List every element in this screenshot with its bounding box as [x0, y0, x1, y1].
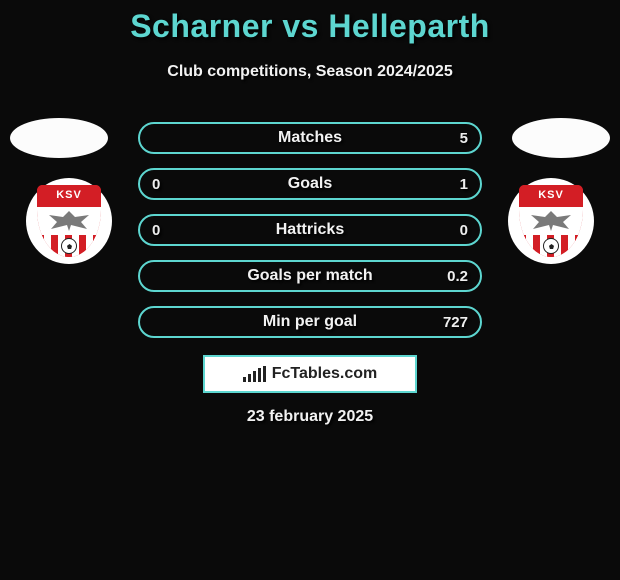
club-shield-icon: KSV	[37, 185, 101, 257]
stat-label: Min per goal	[263, 313, 357, 331]
brand-text: FcTables.com	[272, 365, 378, 383]
stat-row: Matches 5	[138, 122, 482, 154]
stat-label: Goals	[288, 175, 332, 193]
stat-rows: Matches 5 0 Goals 1 0 Hattricks 0 Goals …	[138, 122, 482, 352]
stat-value-right: 727	[443, 314, 468, 331]
stat-label: Hattricks	[276, 221, 344, 239]
ball-icon	[61, 238, 77, 254]
brand-box[interactable]: FcTables.com	[203, 355, 417, 393]
subtitle: Club competitions, Season 2024/2025	[0, 63, 620, 81]
date-label: 23 february 2025	[0, 408, 620, 426]
player-avatar-right	[512, 118, 610, 158]
stat-label: Goals per match	[247, 267, 372, 285]
stat-row: 0 Hattricks 0	[138, 214, 482, 246]
stat-value-right: 0.2	[447, 268, 468, 285]
club-badge-left: KSV	[26, 178, 112, 264]
eagle-icon	[49, 211, 89, 231]
club-shield-icon: KSV	[519, 185, 583, 257]
stat-value-right: 1	[460, 176, 468, 193]
stat-label: Matches	[278, 129, 342, 147]
page-title: Scharner vs Helleparth	[0, 0, 620, 45]
stat-value-left: 0	[152, 222, 160, 239]
stat-row: Goals per match 0.2	[138, 260, 482, 292]
ball-icon	[543, 238, 559, 254]
brand-bars-icon	[243, 366, 266, 382]
player-avatar-left	[10, 118, 108, 158]
eagle-icon	[531, 211, 571, 231]
stat-row: 0 Goals 1	[138, 168, 482, 200]
stat-row: Min per goal 727	[138, 306, 482, 338]
club-shield-text: KSV	[37, 185, 101, 207]
club-badge-right: KSV	[508, 178, 594, 264]
stat-value-right: 0	[460, 222, 468, 239]
club-shield-text: KSV	[519, 185, 583, 207]
stat-value-right: 5	[460, 130, 468, 147]
stat-value-left: 0	[152, 176, 160, 193]
